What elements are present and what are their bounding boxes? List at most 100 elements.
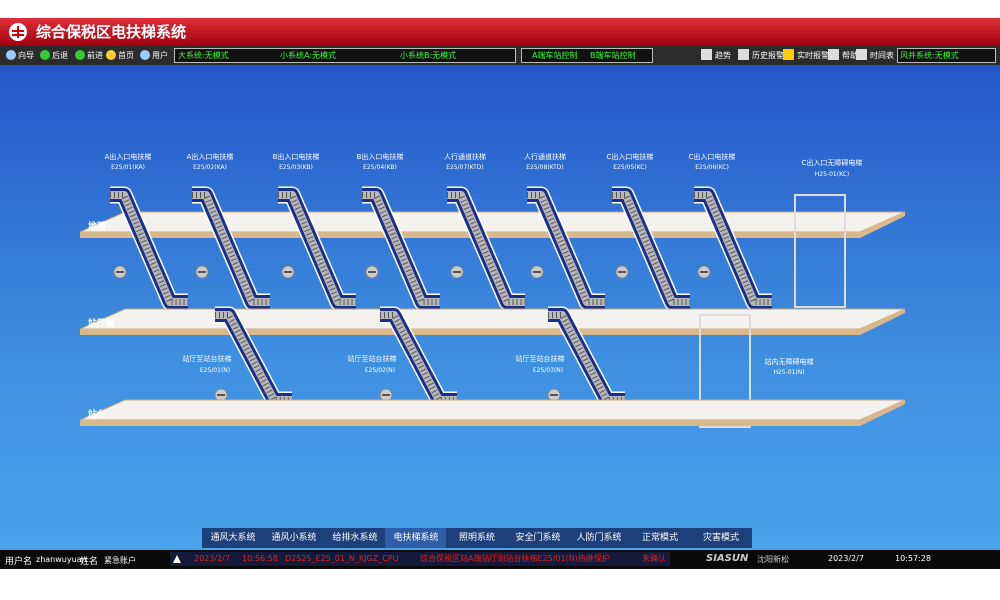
escalator-treads (612, 192, 690, 305)
escalator-name: 站厅至站台扶梯 (348, 354, 397, 363)
elevator-code: H25-01(KC) (815, 171, 849, 178)
tool-button[interactable]: 时间表 (870, 51, 894, 60)
escalator-name: 站厅至站台扶梯 (183, 354, 232, 363)
title-bar: 综合保税区电扶梯系统 (0, 18, 1000, 46)
alarm-date: 2023/2/7 (194, 554, 230, 563)
floor-edge (80, 212, 905, 238)
escalator-code: E25/02(N) (365, 367, 395, 374)
status-bar: 用户名 zhanwuyuan 姓名 紧急账户 2023/2/7 10:56:58 D2S25… (0, 550, 1000, 569)
nav-button[interactable]: 用户 (152, 51, 168, 60)
main-view: 地面 A出入口电扶梯 E25/01(KA) A出入口电扶梯 E25/02(KA) B出入口… (0, 65, 1000, 550)
nav-icon (75, 50, 85, 60)
control-status: A端车站控制 (532, 51, 578, 60)
escalator-code: E25/02(KA) (193, 164, 227, 171)
floor-slab (79, 211, 906, 233)
floor-slab (79, 399, 906, 421)
tool-button[interactable]: 趋势 (715, 51, 731, 60)
escalator-treads (110, 192, 188, 305)
elevator-code: H25-01(N) (773, 369, 804, 376)
alarm-bar: 2023/2/7 10:56:58 D2S25_E25_01_N_KJGZ_CPU 综… (170, 552, 670, 566)
control-status: B端车站控制 (590, 51, 636, 60)
user-label: 用户名 (5, 557, 33, 567)
elevator-name: C出入口无障碍电梯 (802, 158, 863, 167)
alarm-tag: D2S25_E25_01_N_KJGZ_CPU (285, 554, 399, 563)
nav-icon (40, 50, 50, 60)
tool-button[interactable]: 帮助 (842, 51, 858, 60)
system-tab[interactable]: 电扶梯系统 (385, 528, 447, 548)
floor-label: 站厅层 (88, 317, 115, 329)
floor-label: 地面 (88, 220, 106, 232)
date: 2023/2/7 (828, 554, 864, 563)
escalator-code: E25/04(KB) (363, 164, 397, 171)
elevator-name: 站内无障碍电梯 (765, 357, 814, 366)
logo-icon (9, 23, 27, 41)
escalator-name: A出入口电扶梯 (105, 152, 152, 161)
escalator-name: B出入口电扶梯 (273, 152, 320, 161)
nav-icon (106, 50, 116, 60)
fan-box: 风井系统:无模式 (897, 48, 996, 63)
alarm-message: 综合保税区站A端站厅到站台扶梯E25/01(N)热继保护 (420, 554, 610, 563)
escalator-treads (278, 192, 356, 305)
app-title: 综合保税区电扶梯系统 (36, 23, 187, 41)
escalator-treads (694, 192, 772, 305)
escalator-name: C出入口电扶梯 (689, 152, 736, 161)
control-box: A端车站控制 B端车站控制 (521, 48, 653, 63)
system-tab[interactable]: 安全门系统 (507, 528, 569, 548)
escalator-treads (447, 192, 525, 305)
indicator-bar (116, 271, 124, 273)
mode-status: 小系统A:无模式 (280, 51, 337, 60)
tool-button[interactable]: 实时报警 (797, 51, 829, 60)
tool-button[interactable]: 历史报警 (752, 51, 784, 60)
toolbar: 向导 后退 前进 首页 用户 大系统:无模式 小系统A:无模式 小系统B:无模式 A端车站控制 B… (0, 46, 1000, 65)
indicator-bar (368, 271, 376, 273)
system-tab[interactable]: 给排水系统 (324, 528, 386, 548)
escalator-code: E25/05(KC) (613, 164, 647, 171)
escalator-treads (362, 192, 440, 305)
nav-button[interactable]: 首页 (118, 51, 134, 60)
system-tab[interactable]: 人防门系统 (568, 528, 630, 548)
elevator-shaft (794, 194, 846, 308)
alarm-state: 未确认 (642, 554, 666, 563)
tool-icon (828, 49, 839, 60)
tool-icon (856, 49, 867, 60)
escalator-code: E25/03(KB) (279, 164, 313, 171)
indicator-bar (533, 271, 541, 273)
floor-edge (80, 400, 905, 426)
escalator-name: A出入口电扶梯 (187, 152, 234, 161)
system-tab[interactable]: 正常模式 (629, 528, 691, 548)
nav-button[interactable]: 前进 (87, 51, 103, 60)
time: 10:57:28 (895, 554, 931, 563)
floor-slab (79, 308, 906, 330)
indicator-bar (382, 394, 390, 396)
nav-button[interactable]: 后退 (52, 51, 68, 60)
floor-edge (80, 309, 905, 335)
tool-icon (738, 49, 749, 60)
nav-icon (140, 50, 150, 60)
tool-icon (701, 49, 712, 60)
mode-status: 大系统:无模式 (178, 51, 229, 60)
system-tab[interactable]: 灾害模式 (690, 528, 752, 548)
escalator-name: 人行通道扶梯 (524, 152, 566, 161)
mode-status: 小系统B:无模式 (400, 51, 457, 60)
nav-button[interactable]: 向导 (18, 51, 34, 60)
indicator-bar (453, 271, 461, 273)
escalator-diagram: 地面 A出入口电扶梯 E25/01(KA) A出入口电扶梯 E25/02(KA) B出入口… (79, 152, 906, 428)
escalator-code: E25/01(KA) (111, 164, 145, 171)
indicator-bar (618, 271, 626, 273)
elevator-shaft (699, 314, 751, 428)
name-label: 姓名 (80, 557, 99, 567)
escalator-name: 人行通道扶梯 (444, 152, 486, 161)
indicator-bar (198, 271, 206, 273)
vendor-name: 沈阳新松 (757, 555, 789, 564)
vendor-logo: SIASUN (706, 553, 749, 564)
indicator-bar (550, 394, 558, 396)
tool-icon (783, 49, 794, 60)
system-tab[interactable]: 通风大系统 (202, 528, 264, 548)
system-tab[interactable]: 照明系统 (446, 528, 508, 548)
system-tab[interactable]: 通风小系统 (263, 528, 325, 548)
mode-box: 大系统:无模式 小系统A:无模式 小系统B:无模式 (174, 48, 516, 63)
escalator-code: E25/03(N) (533, 367, 563, 374)
account-name: 紧急账户 (104, 556, 136, 565)
indicator-bar (700, 271, 708, 273)
